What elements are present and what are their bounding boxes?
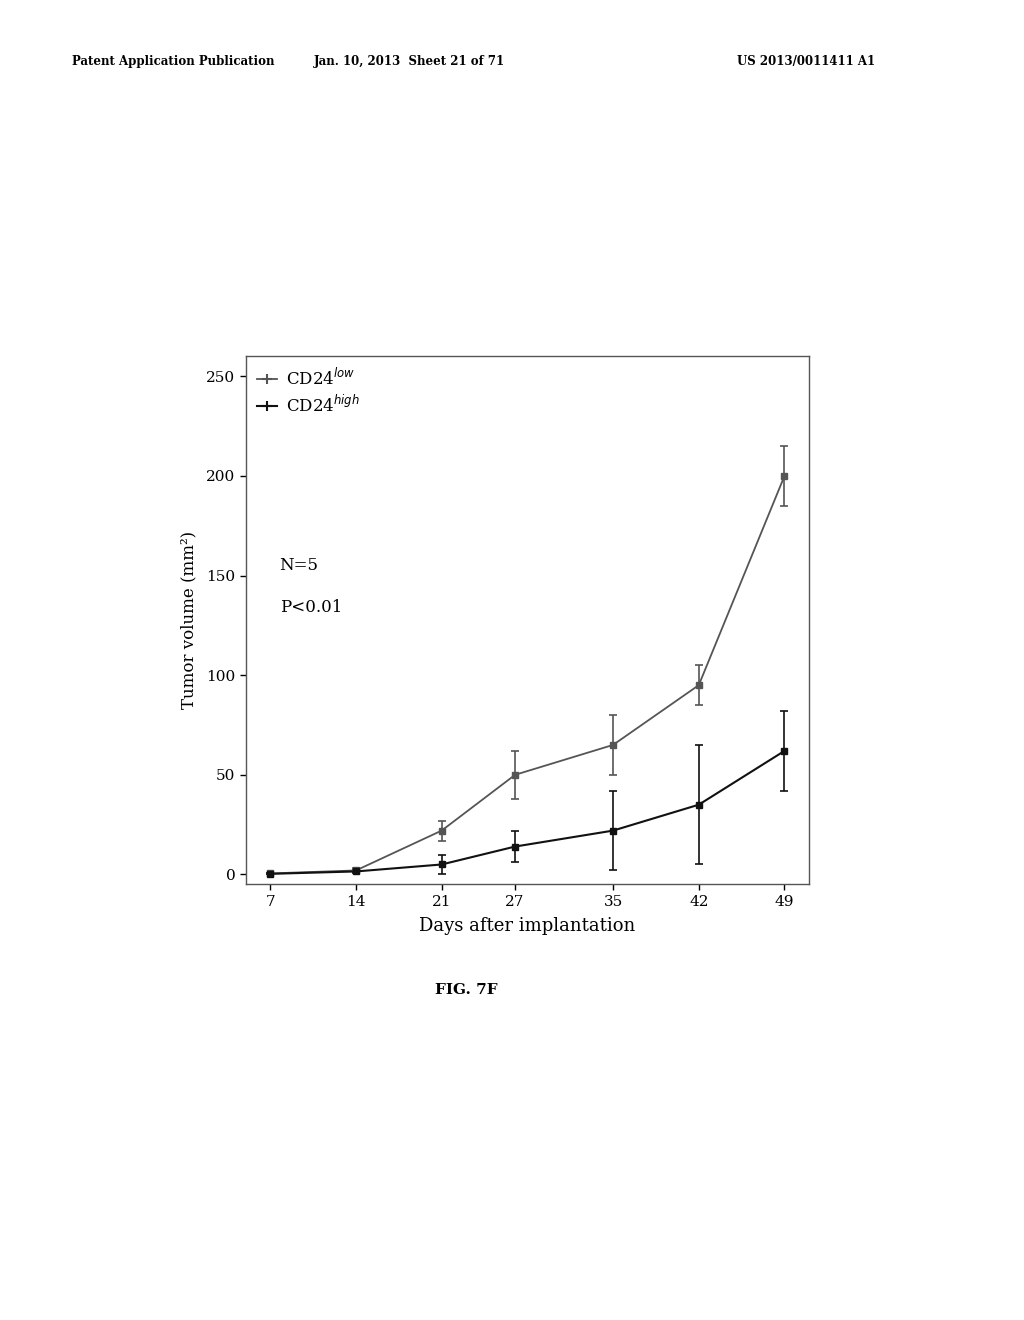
Text: FIG. 7F: FIG. 7F bbox=[434, 983, 498, 998]
Legend: CD24$^{low}$, CD24$^{high}$: CD24$^{low}$, CD24$^{high}$ bbox=[254, 364, 364, 418]
Text: Patent Application Publication: Patent Application Publication bbox=[72, 55, 274, 69]
X-axis label: Days after implantation: Days after implantation bbox=[419, 917, 636, 935]
Text: US 2013/0011411 A1: US 2013/0011411 A1 bbox=[737, 55, 876, 69]
Y-axis label: Tumor volume (mm²): Tumor volume (mm²) bbox=[181, 532, 198, 709]
Text: Jan. 10, 2013  Sheet 21 of 71: Jan. 10, 2013 Sheet 21 of 71 bbox=[314, 55, 505, 69]
Text: N=5: N=5 bbox=[280, 557, 318, 574]
Text: P<0.01: P<0.01 bbox=[280, 599, 342, 616]
